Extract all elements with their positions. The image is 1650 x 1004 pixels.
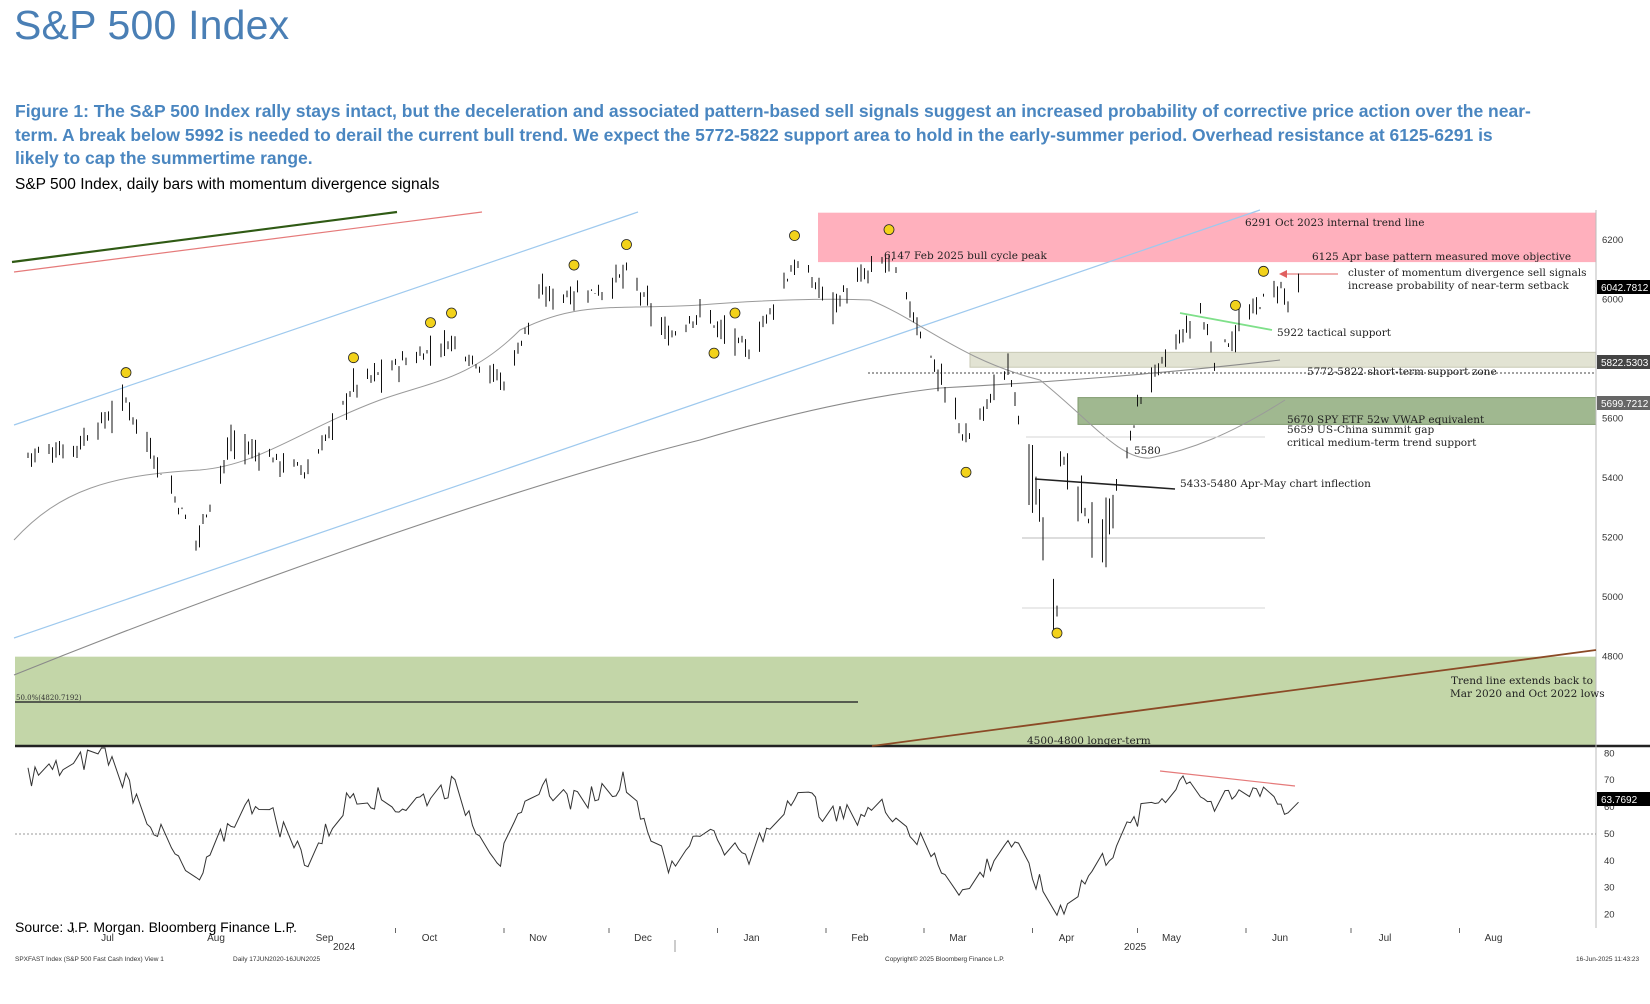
- price-tag-bg-2: [1597, 355, 1650, 369]
- page-title: S&P 500 Index: [14, 2, 290, 48]
- inflection-label: 5433-5480 Apr-May chart inflection: [1180, 478, 1371, 490]
- momentum-tick-label: 70: [1604, 775, 1615, 786]
- year-2025: 2025: [1124, 942, 1147, 953]
- signal-markers: [120, 224, 1269, 639]
- momentum-axis-ticks: 20 30 40 50 60 70 80: [1604, 748, 1615, 920]
- momentum-tick-label: 30: [1604, 883, 1615, 894]
- brown-trend-line: [871, 649, 1597, 747]
- rsi-divergence-line: [1159, 770, 1296, 787]
- month-label: Aug: [207, 933, 225, 944]
- support-zone-label: 5772-5822 short-term support zone: [1307, 366, 1497, 378]
- low-5580-label: 5580: [1134, 445, 1161, 457]
- momentum-value-tag: 63.7692: [1601, 795, 1638, 806]
- month-label: Jun: [1272, 933, 1288, 944]
- tactical-support-label: 5922 tactical support: [1277, 327, 1392, 339]
- momentum-signal-marker: [120, 367, 132, 378]
- inflection-line: [1034, 478, 1176, 490]
- price-tick-label: 5200: [1602, 533, 1623, 544]
- momentum-tick-label: 50: [1604, 829, 1615, 840]
- price-tick-label: 4800: [1602, 652, 1623, 663]
- last-price-tag: 6042.7812: [1601, 283, 1649, 294]
- figure-caption: Figure 1: The S&P 500 Index rally stays …: [15, 101, 1531, 168]
- month-label: Dec: [634, 933, 652, 944]
- momentum-signal-marker: [1258, 265, 1269, 277]
- fib-50-label: 50.0%(4820.7192): [16, 694, 82, 702]
- momentum-tick-label: 40: [1604, 856, 1615, 867]
- copyright: Copyright© 2025 Bloomberg Finance L.P.: [885, 955, 1005, 963]
- momentum-tick-label: 20: [1604, 910, 1615, 921]
- momentum-signal-marker: [1230, 299, 1241, 311]
- month-label: Oct: [422, 933, 438, 944]
- month-label: Apr: [1059, 933, 1075, 944]
- month-label: Jul: [101, 933, 114, 944]
- short-term-support-zone: [969, 351, 1597, 368]
- channel-upper-line: [13, 211, 639, 426]
- momentum-tag-bg: [1597, 792, 1650, 806]
- price-tick-label: 5000: [1602, 592, 1623, 603]
- channel-lower-line: [13, 209, 1261, 639]
- price-tick-label: 6200: [1602, 235, 1623, 246]
- momentum-signal-marker: [348, 352, 359, 364]
- price-axis-ticks: 48005000520054005600580060006200: [1602, 235, 1623, 663]
- source-note: Source: J.P. Morgan. Bloomberg Finance L…: [15, 919, 297, 935]
- objective-label: 6125 Apr base pattern measured move obje…: [1312, 251, 1571, 263]
- cluster-label-1: cluster of momentum divergence sell sign…: [1348, 267, 1586, 279]
- price-tick-label: 5600: [1602, 413, 1623, 424]
- momentum-signal-marker: [789, 230, 800, 242]
- timestamp: 16-Jun-2025 11:43:23: [1576, 956, 1640, 963]
- trendline-label-2: Mar 2020 and Oct 2022 lows: [1450, 688, 1605, 700]
- tactical-support-line: [1179, 312, 1273, 331]
- date-range: Daily 17JUN2020-16JUN2025: [233, 956, 320, 963]
- momentum-signal-marker: [446, 307, 457, 319]
- medium-term-support-zone: [1077, 397, 1597, 425]
- cluster-label-2: increase probability of near-term setbac…: [1348, 280, 1570, 292]
- gap-label: 5659 US-China summit gap: [1287, 424, 1435, 436]
- resistance-zone: [818, 212, 1596, 263]
- momentum-signal-marker: [425, 317, 436, 328]
- momentum-signal-marker: [708, 347, 720, 359]
- month-label: Feb: [851, 933, 869, 944]
- momentum-signal-marker: [621, 239, 632, 250]
- month-label: Sep: [316, 933, 334, 944]
- pink-trend-line: [13, 211, 483, 273]
- chart-subtitle: S&P 500 Index, daily bars with momentum …: [15, 176, 440, 193]
- resistance-label: 6291 Oct 2023 internal trend line: [1245, 217, 1424, 229]
- price-tick-label: 6000: [1602, 294, 1623, 305]
- month-label: Aug: [1485, 933, 1503, 944]
- longer-term-support-zone: [15, 656, 1596, 745]
- price-tick-label: 5400: [1602, 473, 1623, 484]
- momentum-line: [27, 747, 1299, 917]
- peak-label: 6147 Feb 2025 bull cycle peak: [884, 250, 1047, 262]
- medium-term-label: critical medium-term trend support: [1287, 437, 1477, 449]
- year-2024: 2024: [333, 942, 356, 953]
- short-term-moving-average: [13, 298, 1286, 541]
- vwap-label: 5670 SPY ETF 52w VWAP equivalent: [1287, 414, 1485, 426]
- momentum-signal-marker: [960, 466, 972, 478]
- month-label: Jan: [743, 933, 759, 944]
- month-label: Jul: [1379, 933, 1392, 944]
- month-label: May: [1162, 933, 1181, 944]
- price-bars: [27, 254, 1299, 632]
- support-price-tag: 5822.5303: [1601, 358, 1649, 369]
- cluster-arrowhead: [1279, 270, 1287, 278]
- momentum-tick-label: 60: [1604, 802, 1615, 813]
- price-tag-bg-3: [1597, 396, 1650, 410]
- momentum-signal-marker: [729, 307, 741, 319]
- momentum-signal-marker: [1051, 627, 1063, 639]
- price-tag-bg-1: [1597, 280, 1650, 294]
- month-label: Nov: [529, 933, 547, 944]
- dark-green-trend-line: [11, 210, 398, 264]
- vwap-price-tag: 5699.7212: [1601, 399, 1649, 410]
- momentum-signal-marker: [883, 224, 895, 236]
- momentum-tick-label: 80: [1604, 748, 1615, 759]
- index-label: SPXFAST Index (S&P 500 Fast Cash Index) …: [15, 956, 164, 963]
- momentum-signal-marker: [568, 259, 580, 271]
- month-label: Mar: [949, 933, 967, 944]
- longer-term-label: 4500-4800 longer-term: [1027, 735, 1151, 747]
- long-term-moving-average: [13, 359, 1281, 676]
- month-axis: Jul Aug Sep Oct Nov Dec Jan Feb Mar Apr May Jun Jul A…: [73, 928, 1503, 944]
- trendline-label-1: Trend line extends back to: [1451, 675, 1593, 687]
